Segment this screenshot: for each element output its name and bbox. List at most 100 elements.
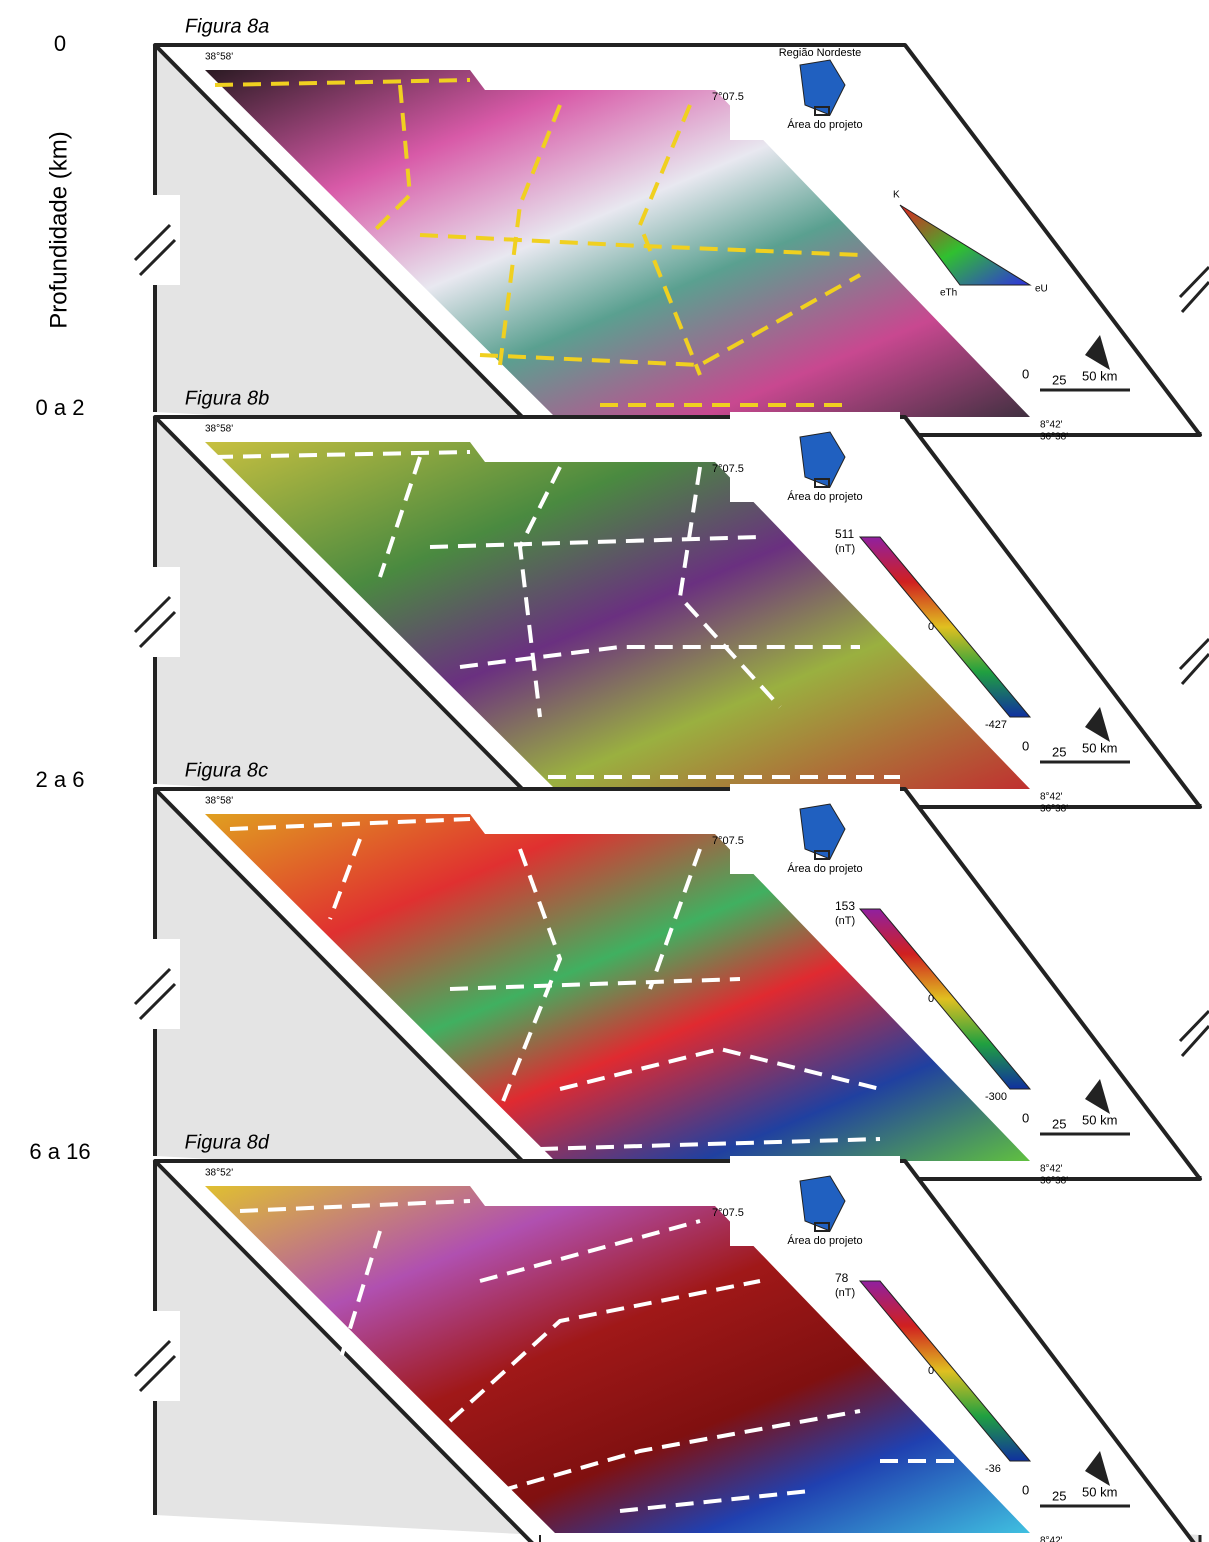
contact-line xyxy=(479,273,861,368)
scale-label: 25 xyxy=(1052,1116,1066,1131)
scale-label: 50 km xyxy=(1082,368,1117,383)
inset-map xyxy=(799,59,846,116)
legend-label: (nT) xyxy=(835,1287,855,1299)
contact-line xyxy=(229,817,471,831)
contact-line xyxy=(637,104,702,376)
scale-label: 50 km xyxy=(1082,1484,1117,1499)
legend-label: -300 xyxy=(985,1091,1007,1103)
map-image xyxy=(205,814,1030,1161)
coord-label: 36°38' xyxy=(1040,432,1068,443)
inset-marker xyxy=(814,850,830,860)
north-arrow xyxy=(1085,1079,1110,1114)
coord-label: 8°42' xyxy=(1040,420,1063,431)
break-mark xyxy=(133,595,177,649)
contact-line xyxy=(378,456,422,578)
axis-label: Profundidade (km) xyxy=(45,131,72,328)
coord-label: 7°07.5 xyxy=(712,463,744,475)
scale-label: 50 km xyxy=(1082,740,1117,755)
inset-label: Área do projeto xyxy=(787,490,862,503)
contact-line xyxy=(338,1230,382,1362)
legend-label: 0 xyxy=(928,993,934,1005)
north-arrow xyxy=(1085,335,1110,370)
side-face xyxy=(155,1161,540,1542)
contact-line xyxy=(539,1137,881,1151)
contact-line xyxy=(368,84,413,237)
map-image xyxy=(205,1186,1030,1533)
coord-label: 8°42' xyxy=(1040,1536,1063,1542)
scale-label: 25 xyxy=(1052,1488,1066,1503)
break-mark xyxy=(1178,1009,1209,1058)
break-mark xyxy=(133,1339,177,1393)
contact-line xyxy=(419,233,861,257)
inset-map xyxy=(799,803,846,860)
depth-label: 2 a 6 xyxy=(36,767,85,792)
colorbar xyxy=(858,908,1032,1090)
inset-map xyxy=(799,1175,846,1232)
contact-line xyxy=(648,848,702,990)
map-image xyxy=(205,442,1030,789)
coord-label: 7°07.5 xyxy=(712,91,744,103)
legend-label: -36 xyxy=(985,1463,1001,1475)
ternary-label: eTh xyxy=(940,288,957,299)
coord-label: 38°58' xyxy=(205,796,233,807)
coord-label: 36°38' xyxy=(1040,1176,1068,1187)
contact-line xyxy=(214,450,471,459)
north-arrow xyxy=(1085,707,1110,742)
panel-title: Figura 8a xyxy=(183,15,272,37)
map: Área do projeto38°58'7°07.58°42'36°38'15… xyxy=(205,784,1130,1187)
coord-label: 7°07.5 xyxy=(712,835,744,847)
inset-title: Região Nordeste xyxy=(779,47,862,59)
contact-line xyxy=(517,466,562,718)
scale-label: 50 km xyxy=(1082,1112,1117,1127)
panel-title: Figura 8d xyxy=(183,1131,271,1153)
contact-line xyxy=(459,645,860,669)
contact-line xyxy=(499,1409,861,1493)
scale-label: 0 xyxy=(1022,366,1029,381)
inset-marker xyxy=(814,106,830,116)
panel-title: Figura 8c xyxy=(183,759,270,781)
contact-line xyxy=(619,1489,811,1513)
coord-label: 38°58' xyxy=(205,424,233,435)
depth-label: 0 a 2 xyxy=(36,395,85,420)
legend-label: (nT) xyxy=(835,543,855,555)
scale-label: 0 xyxy=(1022,1110,1029,1125)
map: Região Nordeste Área do projeto 38°58' 7°07… xyxy=(205,47,1130,443)
ternary xyxy=(899,204,1032,286)
colorbar xyxy=(858,1280,1032,1462)
scale-label: 0 xyxy=(1022,1482,1029,1497)
coord-label: 8°42' xyxy=(1040,1164,1063,1175)
scale-label: 25 xyxy=(1052,372,1066,387)
inset-label: Área do projeto xyxy=(787,862,862,875)
contact-line xyxy=(449,977,741,991)
scale-label: 0 xyxy=(1022,738,1029,753)
break-mark xyxy=(133,223,177,277)
scale-label: 25 xyxy=(1052,744,1066,759)
inset-marker xyxy=(814,1222,830,1232)
contact-line xyxy=(239,1199,471,1213)
break-mark xyxy=(1178,637,1209,686)
contact-line xyxy=(328,838,362,920)
legend-label: 0 xyxy=(928,621,934,633)
contact-line xyxy=(479,1219,701,1283)
contact-line xyxy=(498,848,563,1110)
break-mark xyxy=(1178,265,1209,314)
contact-line xyxy=(498,104,562,366)
legend-label: -427 xyxy=(985,719,1007,731)
coord-label: 38°52' xyxy=(205,1168,233,1179)
inset-map xyxy=(799,431,846,488)
inset-label: Área do projeto xyxy=(787,1234,862,1247)
coord-label: 38°58' xyxy=(205,52,233,63)
break-mark xyxy=(133,967,177,1021)
legend-label: 0 xyxy=(928,1365,934,1377)
depth-label: 0 xyxy=(54,31,66,56)
legend-label: 78 xyxy=(835,1271,849,1285)
legend-label: 153 xyxy=(835,899,855,913)
coord-label: 7°07.5 xyxy=(712,1207,744,1219)
coord-label: 8°42' xyxy=(1040,792,1063,803)
contact-line xyxy=(677,466,782,709)
ternary-label: eU xyxy=(1035,284,1048,295)
inset-marker xyxy=(814,478,830,488)
map: Área do projeto38°52'7°07.58°42'36°38'78… xyxy=(205,1156,1130,1542)
coord-label: 36°38' xyxy=(1040,804,1068,815)
